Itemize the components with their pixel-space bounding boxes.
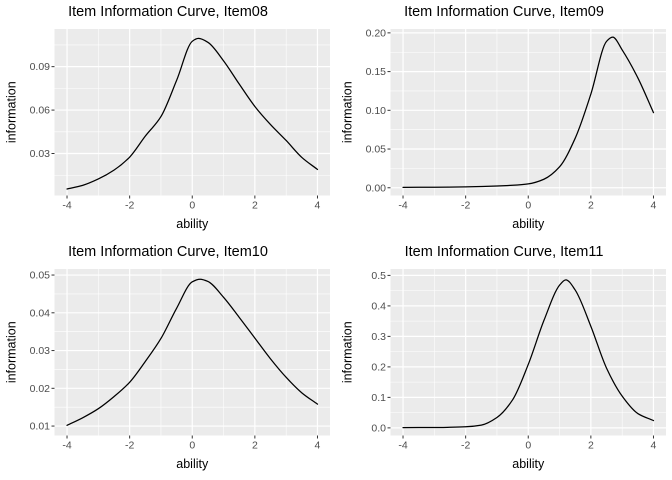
x-tick-label: 4 <box>651 440 657 452</box>
x-tick-label: -4 <box>398 440 407 452</box>
plot-panel: -4 -2 0 2 4 0.03 0.06 0.09 <box>30 29 330 212</box>
x-tick-label: 0 <box>525 200 531 212</box>
y-tick-label: 0.05 <box>366 144 387 156</box>
information-curve <box>402 279 655 429</box>
y-tick-label: 0.15 <box>366 66 387 78</box>
x-tick-label: 0 <box>189 200 195 212</box>
y-tick-label: 0.0 <box>371 422 386 434</box>
plot-panel: -4 -2 0 2 4 0.0 0.1 0.2 0.3 0.4 0.5 <box>371 269 666 452</box>
y-tick-label: 0.00 <box>366 182 387 194</box>
y-axis-title: information <box>341 81 355 143</box>
x-tick-label: 2 <box>252 440 258 452</box>
x-axis-title: ability <box>176 457 209 471</box>
x-axis-title: ability <box>512 457 545 471</box>
x-tick-label: 2 <box>588 200 594 212</box>
chart-item08: -4 -2 0 2 4 0.03 0.06 0.09 Item Information Cur… <box>5 4 330 231</box>
x-tick-label: 4 <box>315 440 321 452</box>
y-tick-label: 0.5 <box>371 270 386 282</box>
y-tick-label: 0.03 <box>30 345 51 357</box>
chart-item11: -4 -2 0 2 4 0.0 0.1 0.2 0.3 0.4 0.5 Item Informati… <box>341 244 666 471</box>
x-tick-label: -2 <box>461 440 470 452</box>
x-tick-label: 4 <box>315 200 321 212</box>
x-tick-label: -4 <box>62 200 71 212</box>
x-tick-label: 0 <box>525 440 531 452</box>
y-tick-label: 0.3 <box>371 331 386 343</box>
plot-panel: -4 -2 0 2 4 0.00 0.05 0.10 0.15 0.20 <box>366 27 666 212</box>
y-tick-label: 0.20 <box>366 27 387 39</box>
x-tick-label: 2 <box>252 200 258 212</box>
x-tick-label: -2 <box>125 440 134 452</box>
plot-title: Item Information Curve, Item10 <box>68 244 268 260</box>
information-curve <box>66 278 319 426</box>
y-tick-label: 0.03 <box>30 148 51 160</box>
y-tick-label: 0.01 <box>30 421 51 433</box>
y-axis-title: information <box>5 321 19 383</box>
x-axis-title: ability <box>512 217 545 231</box>
x-tick-label: 2 <box>588 440 594 452</box>
x-tick-label: 0 <box>189 440 195 452</box>
information-curve <box>66 37 319 190</box>
y-tick-label: 0.05 <box>30 270 51 282</box>
y-tick-label: 0.06 <box>30 105 51 117</box>
chart-item10: -4 -2 0 2 4 0.01 0.02 0.03 0.04 0.05 Item Informa… <box>5 244 330 471</box>
y-tick-label: 0.10 <box>366 105 387 117</box>
x-tick-label: 4 <box>651 200 657 212</box>
x-tick-label: -2 <box>461 200 470 212</box>
y-tick-label: 0.4 <box>371 301 386 313</box>
y-tick-label: 0.04 <box>30 307 51 319</box>
x-axis-title: ability <box>176 217 209 231</box>
x-tick-label: -4 <box>62 440 71 452</box>
plot-title: Item Information Curve, Item09 <box>404 4 604 20</box>
information-curve <box>402 36 655 188</box>
y-tick-label: 0.09 <box>30 61 51 73</box>
x-tick-label: -4 <box>398 200 407 212</box>
plot-title: Item Information Curve, Item11 <box>405 244 604 260</box>
y-tick-label: 0.1 <box>371 392 386 404</box>
y-axis-title: information <box>341 321 355 383</box>
y-tick-label: 0.02 <box>30 383 51 395</box>
x-tick-label: -2 <box>125 200 134 212</box>
chart-item09: -4 -2 0 2 4 0.00 0.05 0.10 0.15 0.20 Item Informa… <box>341 4 666 231</box>
plot-title: Item Information Curve, Item08 <box>68 4 268 20</box>
plot-panel: -4 -2 0 2 4 0.01 0.02 0.03 0.04 0.05 <box>30 269 330 452</box>
y-tick-label: 0.2 <box>371 361 386 373</box>
y-axis-title: information <box>5 81 19 143</box>
